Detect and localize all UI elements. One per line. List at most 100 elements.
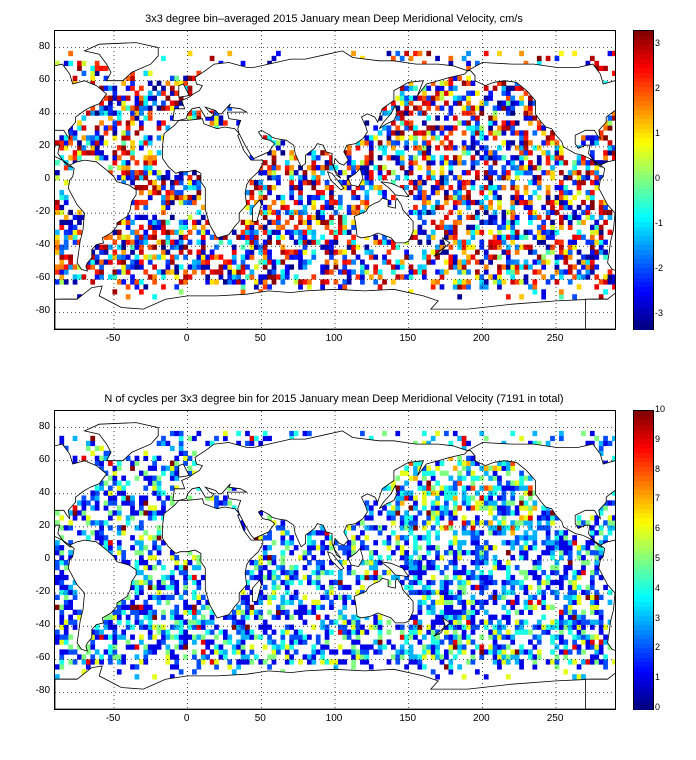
bin-cell: [426, 604, 432, 610]
bin-cell: [497, 564, 502, 571]
bin-cell: [116, 530, 122, 536]
bin-cell: [156, 510, 162, 516]
bin-cell: [116, 115, 122, 121]
colorbar-segment: [634, 82, 653, 88]
bin-cell: [280, 199, 286, 206]
bin-cell: [528, 594, 533, 601]
bin-cell: [169, 664, 175, 670]
bin-cell: [139, 105, 144, 111]
bin-cell: [466, 194, 471, 201]
bin-cell: [346, 545, 352, 551]
bin-cell: [103, 249, 109, 255]
bin-cell: [143, 579, 149, 586]
bin-cell: [430, 654, 436, 660]
colorbar-segment: [634, 77, 653, 83]
bin-cell: [337, 269, 343, 275]
bin-cell: [536, 440, 542, 447]
bin-cell: [426, 150, 432, 156]
bin-cell: [519, 100, 524, 106]
bin-cell: [90, 75, 96, 81]
bin-cell: [342, 604, 348, 610]
bin-cell: [289, 639, 295, 645]
bin-cell: [55, 520, 60, 526]
bin-cell: [430, 510, 436, 516]
bin-cell: [289, 209, 295, 216]
bin-cell: [284, 624, 290, 630]
bin-cell: [116, 460, 122, 466]
bin-cell: [550, 555, 555, 561]
bin-cell: [293, 229, 299, 235]
bin-cell: [161, 254, 166, 260]
bin-cell: [430, 490, 436, 496]
bin-cell: [377, 140, 383, 146]
bin-cell: [320, 545, 325, 551]
bin-cell: [134, 130, 140, 136]
bin-cell: [510, 480, 516, 486]
bin-cell: [214, 120, 219, 126]
bin-cell: [497, 264, 502, 270]
bin-cell: [355, 165, 361, 171]
bin-cell: [505, 564, 511, 571]
bin-cell: [448, 659, 454, 665]
bin-cell: [99, 140, 104, 146]
bin-cell: [333, 540, 339, 546]
bin-cell: [245, 614, 250, 620]
bin-cell: [108, 649, 113, 655]
bin-cell: [192, 555, 197, 561]
bin-cell: [320, 214, 325, 221]
bin-cell: [329, 619, 334, 625]
bin-cell: [581, 649, 586, 655]
bin-cell: [214, 244, 219, 250]
bin-cell: [284, 579, 290, 586]
bin-cell: [439, 165, 445, 171]
bin-cell: [324, 259, 330, 265]
bin-cell: [492, 239, 498, 245]
bin-cell: [147, 105, 153, 111]
bin-cell: [267, 594, 272, 601]
bin-cell: [421, 594, 427, 601]
bin-cell: [483, 560, 489, 566]
bin-cell: [253, 229, 259, 235]
bin-cell: [55, 664, 60, 670]
bin-cell: [514, 594, 520, 601]
bin-cell: [293, 639, 299, 645]
bin-cell: [532, 100, 538, 106]
bin-cell: [139, 120, 144, 126]
bin-cell: [324, 180, 330, 186]
bin-cell: [501, 234, 507, 240]
bin-cell: [430, 644, 436, 650]
bin-cell: [108, 634, 113, 640]
bin-cell: [470, 574, 476, 581]
bin-cell: [373, 525, 379, 531]
bin-cell: [55, 199, 60, 206]
bin-cell: [439, 555, 445, 561]
bin-cell: [280, 279, 286, 285]
bin-cell: [192, 639, 197, 645]
bin-cell: [572, 609, 577, 615]
bin-cell: [55, 540, 60, 546]
bin-cell: [249, 180, 255, 186]
bin-cell: [147, 515, 153, 521]
bin-cell: [112, 654, 118, 660]
bin-cell: [178, 569, 184, 576]
bin-cell: [479, 604, 485, 610]
bin-cell: [324, 239, 330, 245]
bin-cell: [408, 170, 414, 176]
bin-cell: [510, 525, 516, 531]
bin-cell: [351, 234, 356, 240]
bin-cell: [183, 604, 188, 610]
bin-cell: [585, 60, 591, 67]
bin-cell: [452, 254, 458, 260]
bin-cell: [333, 264, 339, 270]
bin-cell: [169, 100, 175, 106]
bin-cell: [536, 634, 542, 640]
bin-cell: [554, 560, 560, 566]
bin-cell: [205, 229, 211, 235]
bin-cell: [435, 254, 440, 260]
bin-cell: [452, 614, 458, 620]
bin-cell: [165, 175, 171, 181]
bin-cell: [408, 530, 414, 536]
bin-cell: [554, 194, 560, 201]
bin-cell: [448, 170, 454, 176]
bin-cell: [240, 639, 246, 645]
